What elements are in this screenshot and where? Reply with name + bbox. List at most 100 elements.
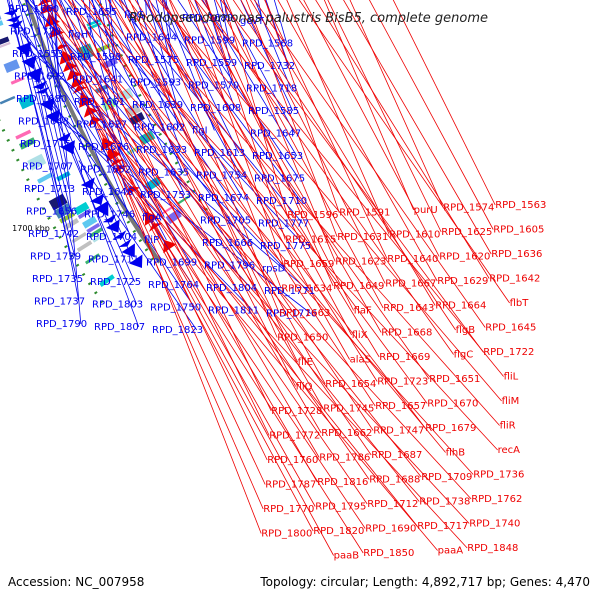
- forward-gene-label[interactable]: RPD_1762: [471, 494, 522, 505]
- reverse-gene-label[interactable]: RPD_1646: [82, 187, 133, 198]
- reverse-gene-label[interactable]: RPD_1823: [152, 325, 203, 336]
- forward-gene-label[interactable]: RPD_1848: [467, 543, 518, 554]
- reverse-gene-label[interactable]: RPD_1575: [128, 55, 179, 66]
- reverse-gene-label[interactable]: RPD_1707: [22, 162, 73, 173]
- reverse-gene-label[interactable]: RPD_1641: [72, 75, 123, 86]
- reverse-gene-label[interactable]: flgA: [142, 213, 162, 224]
- forward-gene-label[interactable]: flhB: [446, 448, 466, 459]
- forward-gene-label[interactable]: RPD_1770: [263, 504, 314, 515]
- reverse-gene-label[interactable]: RPD_1674: [198, 193, 249, 204]
- forward-gene-label[interactable]: fliE: [298, 357, 313, 368]
- forward-gene-label[interactable]: RPD_1717: [417, 521, 468, 532]
- reverse-gene-label[interactable]: RPD_1704: [86, 232, 137, 243]
- forward-gene-label[interactable]: RPD_1736: [473, 470, 524, 481]
- forward-gene-label[interactable]: RPD_1620: [439, 252, 490, 263]
- reverse-gene-label[interactable]: RPD_1764: [148, 280, 199, 291]
- reverse-gene-label[interactable]: RPD_1660: [8, 4, 59, 15]
- forward-gene-label[interactable]: alaS: [350, 355, 371, 366]
- forward-gene-label[interactable]: RPD_1786: [319, 453, 370, 464]
- reverse-gene-label[interactable]: RPD_1652: [80, 165, 131, 176]
- reverse-gene-label[interactable]: RPD_1599: [184, 36, 235, 47]
- reverse-gene-label[interactable]: RPD_1635: [138, 168, 189, 179]
- forward-gene-label[interactable]: RPD_1795: [315, 502, 366, 513]
- reverse-gene-label[interactable]: RPD_1644: [126, 33, 177, 44]
- forward-gene-label[interactable]: RPD_1631: [337, 232, 388, 243]
- reverse-gene-label[interactable]: RPD_1711: [88, 255, 139, 266]
- forward-gene-label[interactable]: fliM: [502, 396, 520, 407]
- reverse-gene-label[interactable]: RPD_1559: [186, 58, 237, 69]
- reverse-gene-label[interactable]: RPD_1602: [134, 123, 185, 134]
- forward-gene-label[interactable]: RPD_1800: [261, 529, 312, 540]
- reverse-gene-label[interactable]: RPD_1647: [250, 129, 301, 140]
- reverse-gene-label[interactable]: RPD_1608: [190, 103, 241, 114]
- forward-gene-label[interactable]: RPD_1625: [441, 227, 492, 238]
- reverse-gene-label[interactable]: RPD_1613: [194, 148, 245, 159]
- reverse-gene-label[interactable]: fliP: [144, 235, 159, 246]
- forward-gene-label[interactable]: paaB: [334, 551, 360, 562]
- reverse-gene-label[interactable]: RPD_1771: [264, 286, 315, 297]
- forward-gene-label[interactable]: RPD_1738: [419, 497, 470, 508]
- reverse-gene-label[interactable]: RPD_1753: [140, 190, 191, 201]
- reverse-gene-label[interactable]: flgG: [124, 10, 144, 21]
- forward-gene-label[interactable]: paaA: [438, 546, 464, 557]
- forward-gene-label[interactable]: RPD_1645: [485, 323, 536, 334]
- forward-gene-label[interactable]: RPD_1563: [495, 200, 546, 211]
- reverse-gene-label[interactable]: RPD_1568: [242, 39, 293, 50]
- reverse-gene-label[interactable]: RPD_1720: [10, 27, 61, 38]
- reverse-gene-label[interactable]: RPD_1689: [182, 13, 233, 24]
- forward-gene-label[interactable]: RPD_1596: [287, 210, 338, 221]
- reverse-gene-label[interactable]: RPD_1737: [34, 297, 85, 308]
- forward-gene-label[interactable]: RPD_1610: [389, 230, 440, 241]
- forward-gene-label[interactable]: RPD_1659: [283, 259, 334, 270]
- reverse-gene-label[interactable]: RPD_1627: [76, 120, 127, 131]
- reverse-gene-label[interactable]: RPD_1732: [244, 61, 295, 72]
- reverse-gene-label[interactable]: RPD_1777: [258, 219, 309, 230]
- forward-gene-label[interactable]: RPD_1712: [367, 499, 418, 510]
- forward-gene-label[interactable]: RPD_1667: [385, 279, 436, 290]
- forward-gene-label[interactable]: RPD_1820: [313, 526, 364, 537]
- forward-gene-label[interactable]: RPD_1723: [377, 377, 428, 388]
- reverse-gene-label[interactable]: RPD_1585: [248, 106, 299, 117]
- forward-gene-label[interactable]: RPD_1760: [267, 455, 318, 466]
- reverse-gene-label[interactable]: RPD_1713: [24, 184, 75, 195]
- forward-gene-label[interactable]: RPD_1605: [493, 225, 544, 236]
- forward-gene-label[interactable]: RPD_1623: [335, 257, 386, 268]
- forward-gene-label[interactable]: RPD_1664: [435, 301, 486, 312]
- gene-label-layer[interactable]: RPD_1660 RPD_1655 flgG RPD_1689 gcvT RPD_1720…: [8, 4, 546, 562]
- reverse-gene-label[interactable]: RPD_1675: [254, 174, 305, 185]
- reverse-gene-label[interactable]: RPD_1593: [130, 78, 181, 89]
- forward-gene-label[interactable]: RPD_1690: [365, 524, 416, 535]
- reverse-gene-label[interactable]: flgI: [192, 126, 208, 137]
- reverse-gene-label[interactable]: RPD_1661: [74, 97, 125, 108]
- reverse-gene-label[interactable]: RPD_1633: [136, 145, 187, 156]
- reverse-gene-label[interactable]: RPD_1811: [208, 306, 259, 317]
- forward-gene-label[interactable]: fliR: [500, 421, 516, 432]
- forward-gene-label[interactable]: fliX: [352, 330, 368, 341]
- forward-gene-label[interactable]: flgC: [454, 350, 474, 361]
- reverse-gene-label[interactable]: flgH: [68, 30, 88, 41]
- forward-gene-label[interactable]: flgB: [456, 325, 476, 336]
- forward-gene-label[interactable]: flbT: [510, 298, 530, 309]
- forward-gene-label[interactable]: flaF: [354, 306, 372, 317]
- reverse-gene-label[interactable]: RPD_1750: [150, 303, 201, 314]
- forward-gene-label[interactable]: RPD_1687: [371, 450, 422, 461]
- reverse-gene-label[interactable]: RPD_1553: [12, 49, 63, 60]
- forward-gene-label[interactable]: RPD_1669: [379, 352, 430, 363]
- reverse-gene-label[interactable]: RPD_1776: [266, 309, 317, 320]
- reverse-gene-label[interactable]: RPD_1710: [256, 196, 307, 207]
- reverse-gene-label[interactable]: RPD_1699: [146, 258, 197, 269]
- reverse-gene-label[interactable]: RPD_1796: [204, 261, 255, 272]
- forward-gene-label[interactable]: fliL: [504, 372, 519, 383]
- forward-gene-label[interactable]: RPD_1650: [277, 333, 328, 344]
- forward-gene-label[interactable]: RPD_1745: [323, 404, 374, 415]
- reverse-gene-label[interactable]: RPD_1804: [206, 283, 257, 294]
- reverse-gene-label[interactable]: RPD_1648: [18, 117, 69, 128]
- reverse-gene-label[interactable]: RPD_1655: [66, 7, 117, 18]
- forward-gene-label[interactable]: RPD_1636: [491, 249, 542, 260]
- forward-gene-label[interactable]: RPD_1728: [271, 406, 322, 417]
- forward-gene-label[interactable]: RPD_1740: [469, 519, 520, 530]
- reverse-gene-label[interactable]: RPD_1807: [94, 322, 145, 333]
- forward-gene-label[interactable]: RPD_1574: [443, 203, 494, 214]
- reverse-gene-label[interactable]: RPD_1715: [20, 139, 71, 150]
- reverse-gene-label[interactable]: RPD_1775: [260, 241, 311, 252]
